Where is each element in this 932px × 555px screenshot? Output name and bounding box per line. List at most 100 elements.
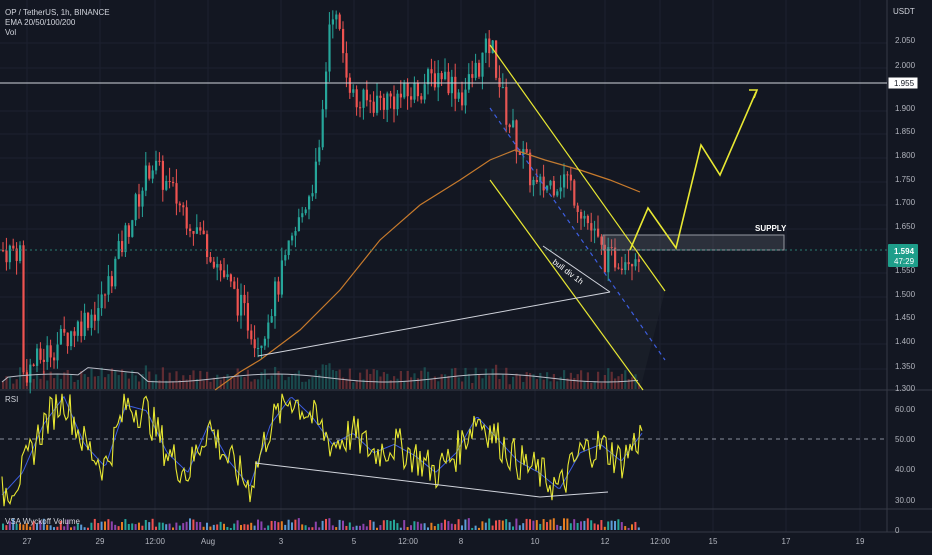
vsa-bar [532, 520, 535, 530]
price-tick: 1.800 [895, 151, 916, 160]
vsa-bar [593, 523, 596, 530]
vsa-bar [569, 523, 572, 530]
volume-bar [2, 381, 5, 389]
level-price-label: 1.955 [894, 79, 915, 88]
vol-legend: Vol [5, 28, 16, 37]
volume-bar [328, 363, 331, 389]
volume-bar [138, 381, 141, 389]
vsa-bar [29, 526, 32, 530]
candle-body [627, 262, 630, 265]
time-label: 12 [601, 537, 610, 546]
candle-body [134, 194, 137, 221]
candle-body [345, 53, 348, 78]
time-label: 15 [709, 537, 718, 546]
candle-body [529, 152, 532, 186]
time-label: 12:00 [145, 537, 166, 546]
vsa-bar [267, 525, 270, 530]
vsa-bar [362, 523, 365, 530]
vsa-bar [597, 524, 599, 530]
volume-bar [56, 374, 59, 389]
volume-bar [304, 381, 307, 389]
candle-body [284, 255, 287, 261]
vsa-bar [131, 523, 134, 530]
candle-body [461, 92, 464, 106]
candle-body [63, 328, 66, 333]
volume-bar [294, 373, 297, 389]
candle-body [93, 314, 96, 321]
vsa-bar [66, 519, 69, 530]
vsa-bar [403, 520, 406, 530]
volume-bar [614, 378, 617, 389]
vsa-bar [634, 521, 637, 530]
volume-bar [525, 372, 528, 389]
candle-body [301, 213, 304, 218]
candle-body [444, 71, 447, 80]
volume-bar [505, 367, 508, 389]
rsi-divergence-line[interactable] [254, 462, 541, 498]
vsa-bar [182, 523, 185, 530]
candle-body [144, 165, 147, 191]
candle-body [559, 187, 562, 192]
vsa-bar [178, 525, 181, 530]
divergence-arrow-line[interactable] [542, 245, 611, 293]
candle-body [66, 332, 69, 347]
candle-body [447, 71, 450, 94]
volume-ma-line [1, 367, 639, 383]
volume-bar [172, 381, 175, 389]
candle-body [189, 228, 192, 232]
candle-body [314, 161, 317, 194]
divergence-price-line[interactable] [257, 291, 611, 357]
time-label: 5 [352, 537, 357, 546]
vsa-bar [580, 521, 582, 530]
volume-bar [518, 374, 521, 389]
vsa-bar [369, 520, 372, 530]
vsa-bar [226, 526, 229, 530]
candle-body [83, 312, 86, 337]
vsa-bar [427, 527, 429, 530]
vsa-bar [467, 518, 470, 530]
vsa-bar [134, 524, 137, 530]
volume-bar [617, 376, 620, 389]
supply-zone[interactable] [602, 234, 785, 251]
channel-upper-line[interactable] [489, 44, 666, 292]
candle-body [192, 231, 195, 234]
vsa-bar [42, 518, 45, 530]
candle-body [304, 209, 307, 214]
candle-body [586, 215, 589, 224]
projection-path[interactable] [629, 91, 757, 251]
volume-bar [423, 367, 426, 389]
vsa-bar [488, 518, 491, 530]
vsa-bar [117, 526, 120, 530]
rsi-divergence-end-line[interactable] [539, 491, 609, 498]
channel-lower-line[interactable] [489, 179, 644, 391]
candle-body [430, 69, 433, 74]
volume-bar [321, 364, 324, 389]
volume-bar [348, 368, 351, 389]
channel-midline[interactable] [489, 107, 666, 361]
time-label: 29 [96, 537, 105, 546]
vsa-bar [46, 524, 49, 530]
vsa-bar [219, 521, 222, 530]
candle-body [280, 260, 283, 295]
volume-bar [501, 374, 504, 389]
vsa-bar [56, 526, 59, 530]
vsa-bar [515, 518, 518, 530]
candle-body [597, 228, 600, 237]
candle-body [457, 92, 460, 99]
vsa-bar [413, 521, 416, 530]
time-label: 17 [782, 537, 791, 546]
candle-body [433, 73, 436, 88]
volume-bar [277, 371, 280, 389]
vsa-bar [321, 520, 324, 530]
candle-body [233, 281, 236, 289]
volume-bar [209, 381, 212, 389]
vsa-bar [189, 518, 191, 530]
candle-body [549, 180, 552, 186]
volume-bar [250, 381, 253, 389]
vsa-bar [240, 524, 242, 530]
candle-body [25, 372, 28, 383]
vsa-bar [199, 522, 202, 530]
volume-bar [362, 379, 365, 389]
